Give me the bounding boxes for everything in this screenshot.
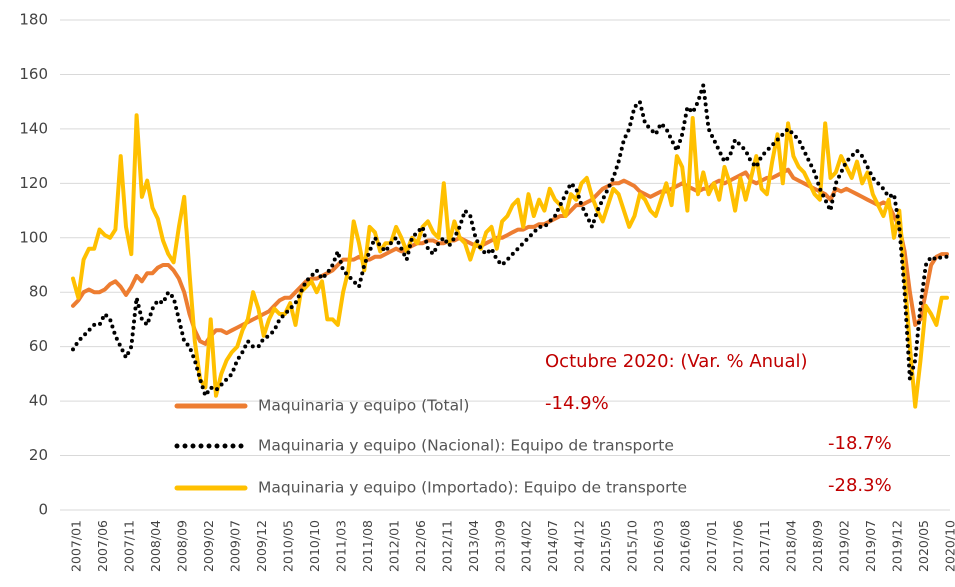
legend-label: Maquinaria y equipo (Nacional): Equipo d… — [258, 437, 674, 455]
x-tick-label: 2009/12 — [254, 520, 269, 572]
y-tick-label: 100 — [19, 228, 48, 246]
x-tick-label: 2011/03 — [333, 520, 348, 572]
y-tick-label: 20 — [29, 446, 48, 464]
x-tick-label: 2016/03 — [651, 520, 666, 572]
series-line — [71, 113, 949, 409]
legend-label: Maquinaria y equipo (Importado): Equipo … — [258, 479, 687, 497]
x-tick-label: 2009/07 — [227, 520, 242, 572]
y-tick-label: 0 — [38, 501, 48, 519]
x-tick-label: 2019/12 — [890, 520, 905, 572]
y-tick-label: 120 — [19, 174, 48, 192]
annotation: Octubre 2020: (Var. % Anual) — [545, 351, 808, 372]
x-tick-label: 2016/08 — [678, 520, 693, 572]
x-tick-label: 2017/01 — [704, 520, 719, 572]
x-tick-label: 2008/09 — [174, 520, 189, 572]
y-tick-label: 60 — [29, 337, 48, 355]
x-tick-label: 2012/11 — [439, 520, 454, 572]
x-tick-label: 2007/11 — [121, 520, 136, 572]
x-tick-label: 2012/01 — [386, 520, 401, 572]
series-line — [71, 167, 949, 346]
x-tick-label: 2007/01 — [69, 520, 84, 572]
x-tick-label: 2014/07 — [545, 520, 560, 572]
x-tick-label: 2014/02 — [519, 520, 534, 572]
series-line — [71, 83, 949, 398]
x-tick-label: 2014/12 — [572, 520, 587, 572]
annotation-value: -14.9% — [545, 393, 609, 414]
x-tick-label: 2018/09 — [810, 520, 825, 572]
x-tick-label: 2019/07 — [863, 520, 878, 572]
y-tick-label: 140 — [19, 119, 48, 137]
legend-label: Maquinaria y equipo (Total) — [258, 397, 469, 415]
x-tick-label: 2017/11 — [757, 520, 772, 572]
x-tick-label: 2018/04 — [784, 520, 799, 572]
x-tick-label: 2010/10 — [307, 520, 322, 572]
y-tick-label: 180 — [19, 11, 48, 29]
x-tick-label: 2013/04 — [466, 520, 481, 572]
x-tick-label: 2007/06 — [95, 520, 110, 572]
annotation-value: -18.7% — [828, 433, 892, 454]
x-tick-label: 2017/06 — [731, 520, 746, 572]
x-tick-label: 2020/05 — [916, 520, 931, 572]
x-tick-label: 2012/06 — [413, 520, 428, 572]
x-tick-label: 2019/02 — [837, 520, 852, 572]
x-tick-label: 2011/08 — [360, 520, 375, 572]
x-tick-label: 2013/09 — [492, 520, 507, 572]
x-tick-label: 2009/02 — [201, 520, 216, 572]
y-tick-label: 40 — [29, 392, 48, 410]
x-tick-label: 2015/05 — [598, 520, 613, 572]
y-tick-label: 80 — [29, 283, 48, 301]
x-tick-label: 2010/05 — [280, 520, 295, 572]
x-tick-label: 2020/10 — [943, 520, 955, 572]
x-tick-label: 2015/10 — [625, 520, 640, 572]
annotation-value: -28.3% — [828, 475, 892, 496]
x-tick-label: 2008/04 — [148, 520, 163, 572]
y-tick-label: 160 — [19, 65, 48, 83]
